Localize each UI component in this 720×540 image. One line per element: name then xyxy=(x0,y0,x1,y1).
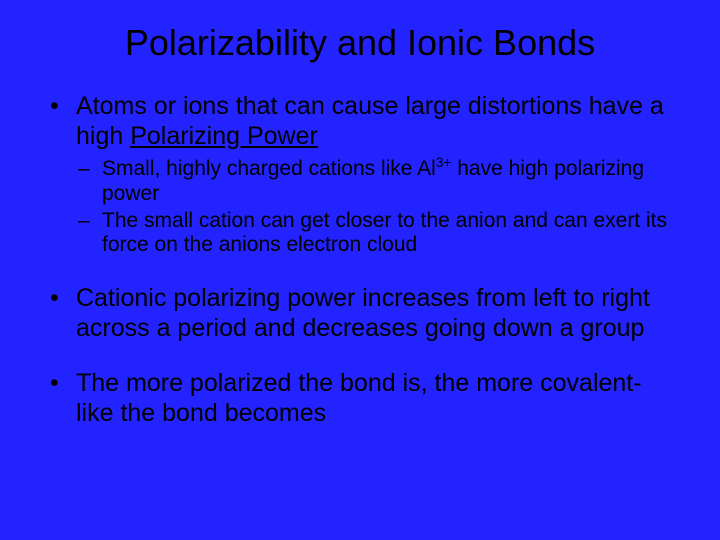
sub-bullet-text: The small cation can get closer to the a… xyxy=(102,209,674,259)
bullet-text: Atoms or ions that can cause large disto… xyxy=(76,92,674,151)
text-segment: Small, highly charged cations like Al xyxy=(102,157,436,180)
slide-title: Polarizability and Ionic Bonds xyxy=(46,16,674,64)
text-segment: The more polarized the bond is, the more… xyxy=(76,369,642,427)
underlined-term: Polarizing Power xyxy=(130,122,318,150)
bullet-item: Cationic polarizing power increases from… xyxy=(46,284,674,343)
text-segment: The small cation can get closer to the a… xyxy=(102,209,667,257)
text-segment: Cationic polarizing power increases from… xyxy=(76,284,650,342)
bullet-list-level1: Atoms or ions that can cause large disto… xyxy=(46,92,674,428)
bullet-list-level2: Small, highly charged cations like Al3+ … xyxy=(76,157,674,258)
superscript: 3+ xyxy=(436,155,452,170)
sub-bullet-text: Small, highly charged cations like Al3+ … xyxy=(102,157,674,207)
slide: Polarizability and Ionic Bonds Atoms or … xyxy=(0,0,720,540)
sub-bullet-item: Small, highly charged cations like Al3+ … xyxy=(76,157,674,207)
bullet-text: The more polarized the bond is, the more… xyxy=(76,369,674,428)
sub-bullet-item: The small cation can get closer to the a… xyxy=(76,209,674,259)
bullet-item: Atoms or ions that can cause large disto… xyxy=(46,92,674,258)
bullet-item: The more polarized the bond is, the more… xyxy=(46,369,674,428)
bullet-text: Cationic polarizing power increases from… xyxy=(76,284,674,343)
